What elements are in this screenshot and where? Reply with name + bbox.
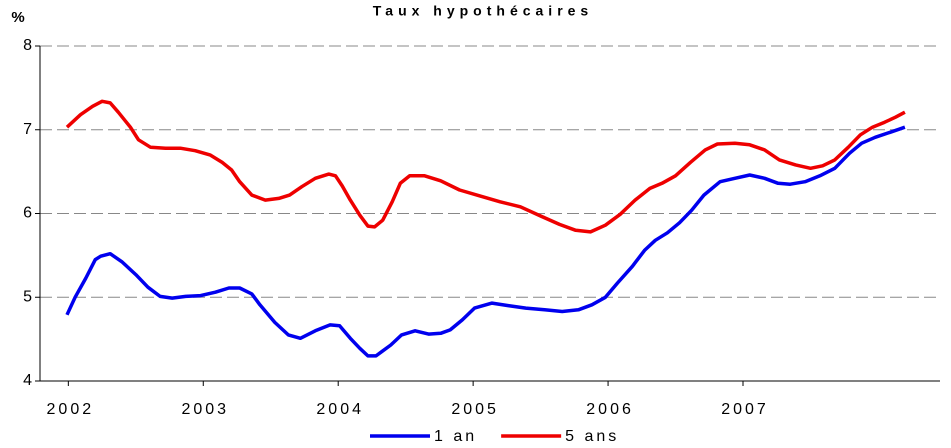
y-axis-label: % (11, 9, 24, 26)
chart-title: Taux hypothécaires (373, 3, 593, 19)
legend-label: 5 ans (565, 428, 619, 445)
y-tick-label: 8 (23, 37, 32, 54)
x-tick-label: 2007 (721, 401, 769, 418)
x-tick-label: 2005 (451, 401, 499, 418)
x-tick-label: 2006 (586, 401, 634, 418)
line-series (65, 125, 906, 358)
y-tick-label: 4 (23, 372, 32, 389)
line-series (65, 99, 906, 234)
y-tick-label: 6 (23, 205, 32, 222)
y-tick-label: 5 (23, 288, 32, 305)
x-tick-label: 2002 (47, 401, 95, 418)
y-tick-label: 7 (23, 121, 32, 138)
legend-label: 1 an (434, 428, 477, 445)
x-tick-label: 2004 (316, 401, 364, 418)
x-tick-label: 2003 (181, 401, 229, 418)
